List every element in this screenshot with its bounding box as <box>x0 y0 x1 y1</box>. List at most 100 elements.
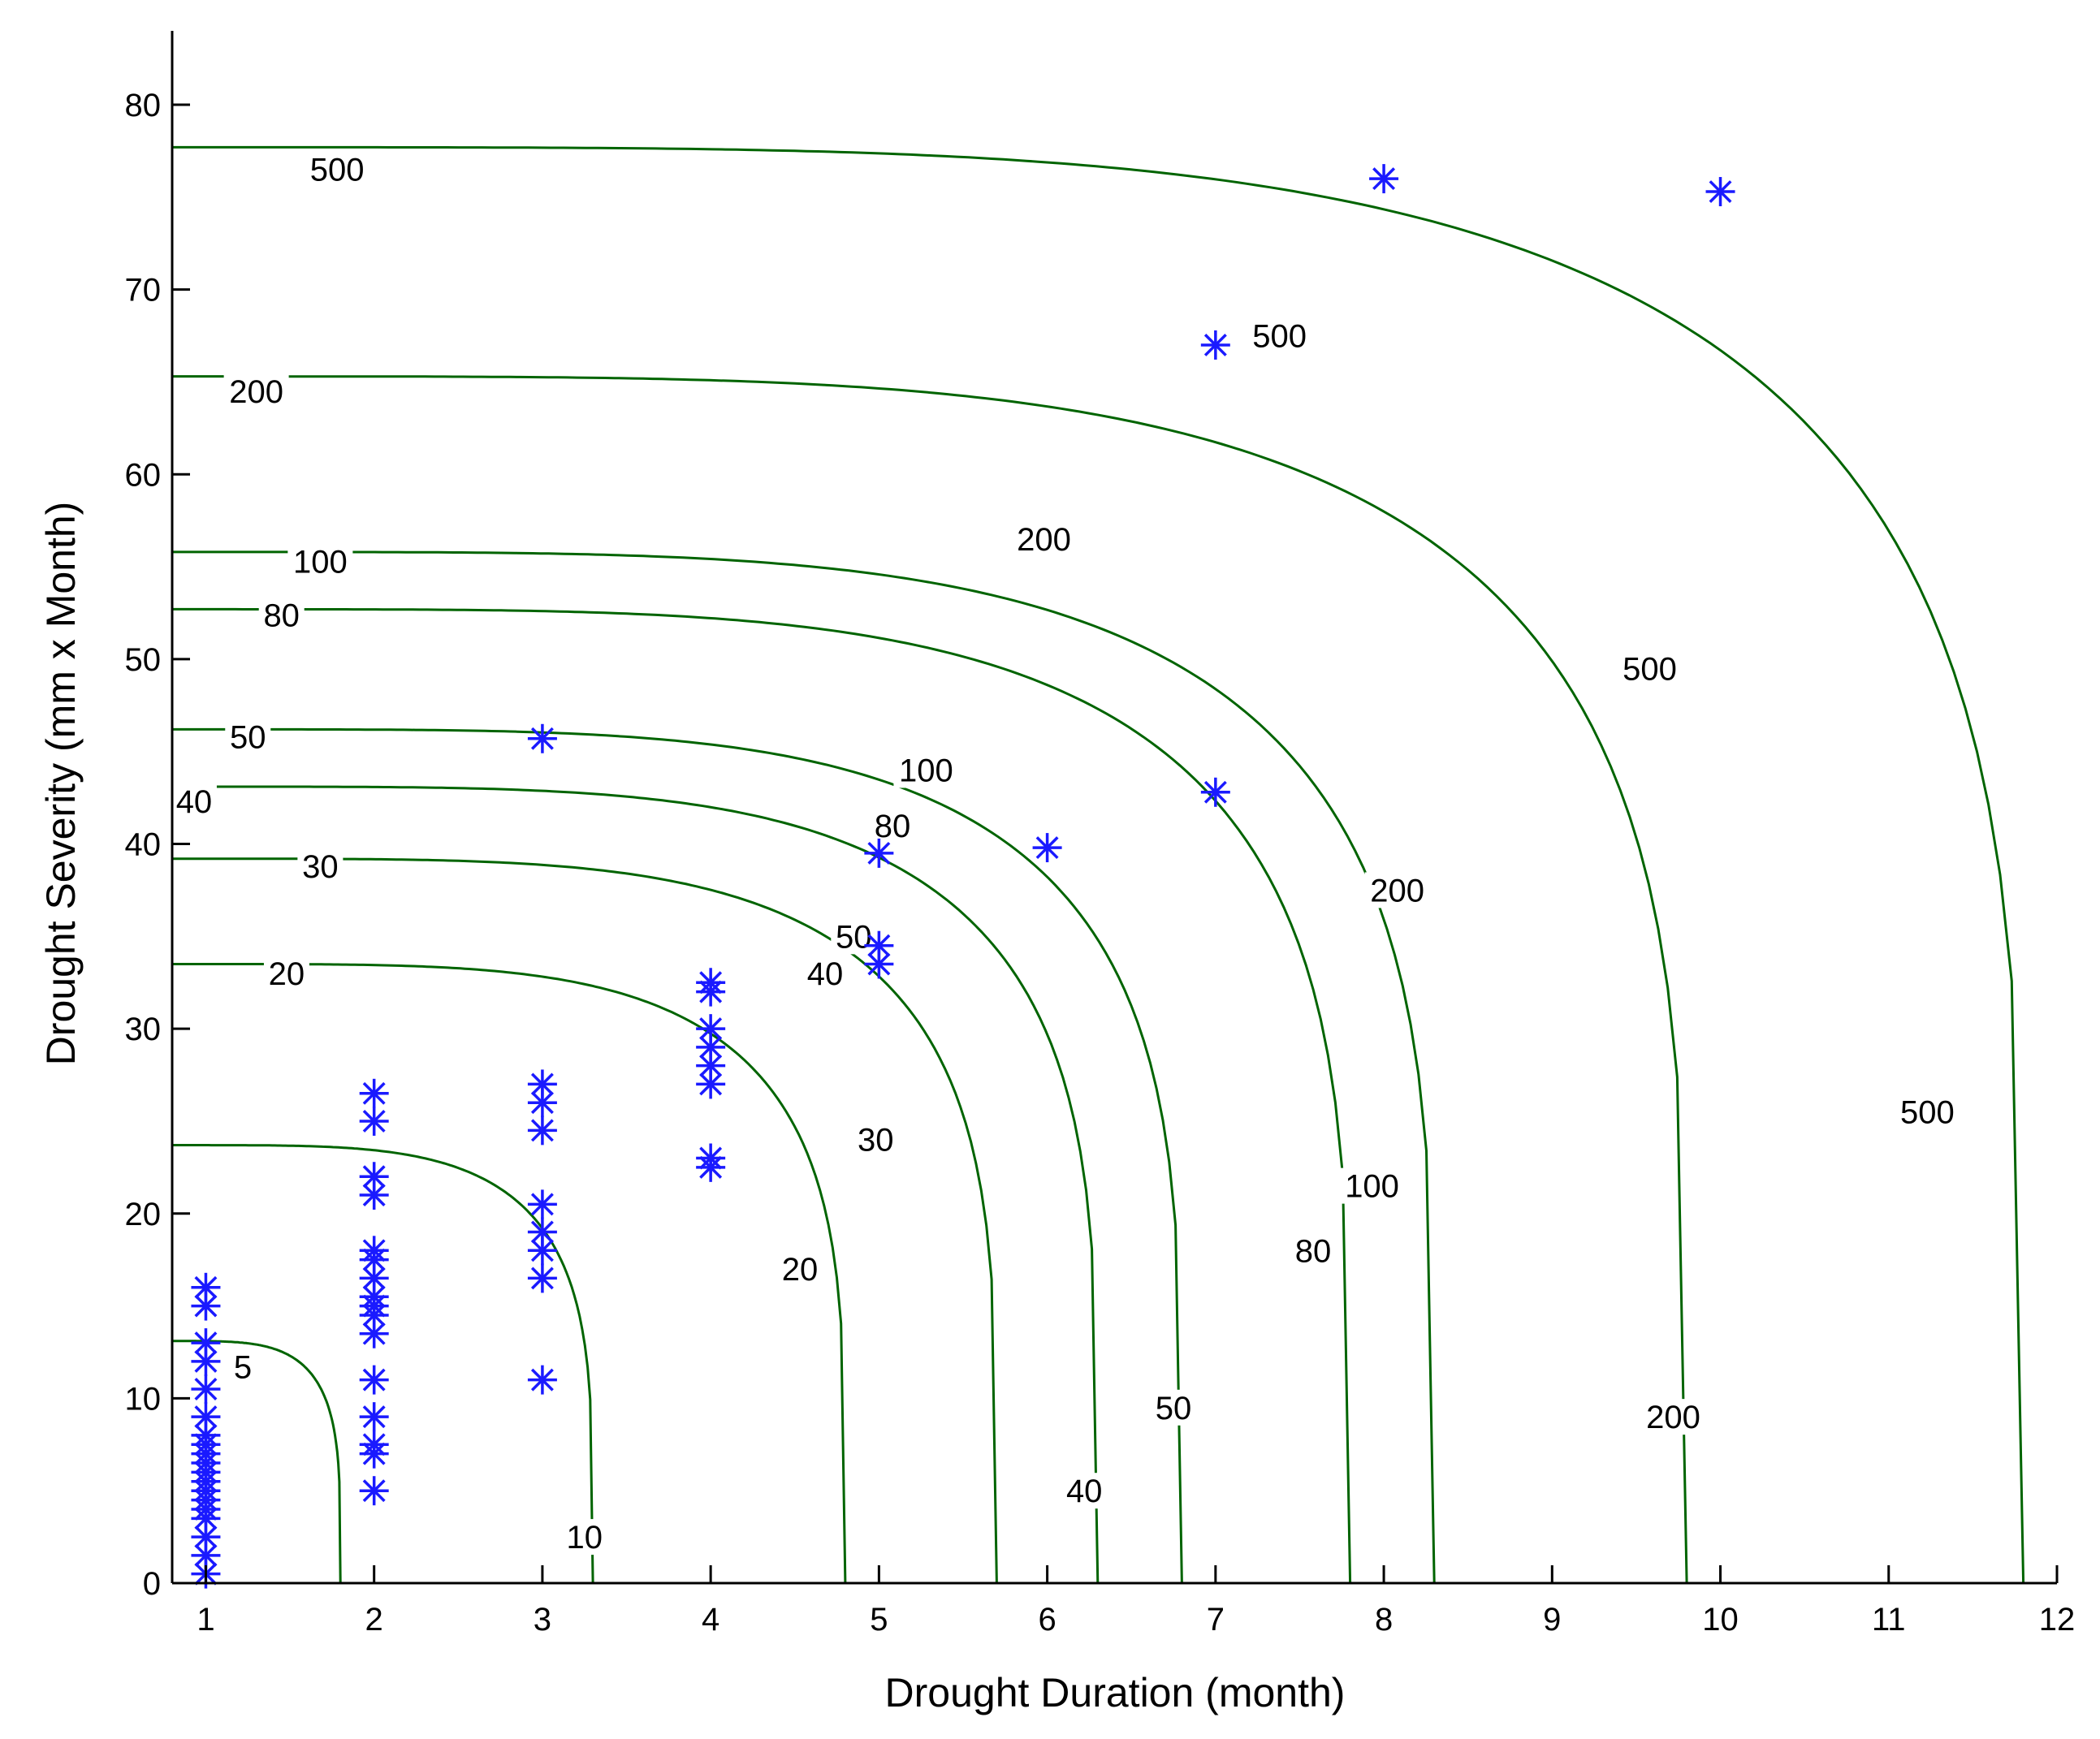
x-tick-label: 8 <box>1375 1602 1393 1638</box>
contour-label-20: 20 <box>782 1252 819 1288</box>
data-point <box>527 1217 557 1247</box>
contour-label-bg <box>258 597 305 633</box>
contour-label-bg <box>225 718 271 755</box>
contour-label-bg <box>1290 1232 1337 1269</box>
contour-label-100: 100 <box>293 544 348 580</box>
data-point <box>359 1476 389 1506</box>
data-point <box>527 1365 557 1395</box>
y-tick-label: 0 <box>143 1566 161 1602</box>
data-point <box>191 1374 221 1404</box>
contour-line-100 <box>172 550 1436 1584</box>
contour-line-50 <box>172 727 1183 1584</box>
contour-label-bg <box>287 543 353 580</box>
contour-label-bg <box>893 752 959 788</box>
contour-label-100: 100 <box>1345 1169 1399 1205</box>
data-point <box>1032 833 1062 863</box>
data-point <box>191 1272 221 1302</box>
y-tick-label: 30 <box>125 1012 162 1047</box>
x-tick-label: 1 <box>197 1602 214 1638</box>
contour-label-bg <box>305 151 370 188</box>
data-point <box>191 1402 221 1432</box>
data-point <box>191 1328 221 1358</box>
data-point <box>864 930 894 960</box>
y-tick-label: 20 <box>125 1197 162 1232</box>
y-tick-label: 70 <box>125 273 162 309</box>
data-point <box>191 1291 221 1321</box>
y-tick-label: 80 <box>125 88 162 123</box>
contour-label-50: 50 <box>230 720 266 756</box>
contour-label-bg <box>1339 1167 1405 1204</box>
data-point <box>359 1430 389 1460</box>
contour-lines <box>172 145 2025 1584</box>
contour-label-bg <box>223 373 289 409</box>
data-point <box>359 1236 389 1266</box>
contour-label-50: 50 <box>1156 1391 1192 1426</box>
contour-label-bg <box>263 955 309 991</box>
data-point <box>359 1162 389 1192</box>
contour-label-bg <box>1364 872 1430 908</box>
contour-label-50: 50 <box>836 919 872 955</box>
contour-label-200: 200 <box>1370 873 1424 908</box>
y-tick-label: 60 <box>125 457 162 493</box>
x-tick-label: 10 <box>1702 1602 1739 1638</box>
contour-label-bg <box>1640 1399 1706 1435</box>
contour-label-80: 80 <box>1295 1233 1332 1269</box>
contour-label-bg <box>561 1519 607 1556</box>
contour-label-40: 40 <box>176 784 213 820</box>
contour-label-100: 100 <box>899 753 953 788</box>
data-point <box>527 1189 557 1219</box>
x-tick-label: 9 <box>1543 1602 1561 1638</box>
contour-label-bg <box>1247 317 1312 354</box>
contour-label-10: 10 <box>566 1520 603 1556</box>
contour-label-40: 40 <box>807 956 844 992</box>
contour-label-30: 30 <box>302 849 339 885</box>
data-point <box>359 1078 389 1108</box>
data-point <box>191 1420 221 1450</box>
data-point <box>359 1106 389 1136</box>
data-point <box>1369 164 1399 194</box>
contour-label-500: 500 <box>1900 1095 1955 1131</box>
data-point <box>359 1365 389 1395</box>
data-point <box>864 838 894 868</box>
contour-label-500: 500 <box>1623 651 1677 687</box>
contour-line-500 <box>172 145 2025 1584</box>
data-points <box>191 164 1735 1589</box>
contour-label-5: 5 <box>234 1350 252 1386</box>
y-tick-label: 40 <box>125 827 162 863</box>
data-point <box>527 1263 557 1293</box>
contour-label-bg <box>776 1251 823 1288</box>
data-point <box>696 1051 726 1081</box>
data-point <box>527 1069 557 1099</box>
contour-line-10 <box>172 1144 594 1584</box>
data-point <box>1200 777 1230 807</box>
contour-label-80: 80 <box>875 809 911 844</box>
data-point <box>696 1143 726 1173</box>
contour-line-200 <box>172 375 1688 1584</box>
contour-label-bg <box>171 783 217 820</box>
contour-label-bg <box>297 848 344 884</box>
contour-label-500: 500 <box>310 153 365 188</box>
contour-label-bg <box>230 1348 257 1385</box>
contour-line-5 <box>172 1340 342 1584</box>
contour-label-bg <box>1061 1473 1108 1509</box>
data-point <box>527 723 557 753</box>
contour-label-bg <box>802 955 849 991</box>
data-point <box>359 1402 389 1432</box>
x-tick-label: 12 <box>2039 1602 2076 1638</box>
data-point <box>696 1014 726 1044</box>
data-point <box>1705 177 1735 207</box>
contour-label-200: 200 <box>1017 522 1071 558</box>
data-point <box>696 1032 726 1062</box>
contour-label-bg <box>1617 650 1683 687</box>
x-tick-label: 7 <box>1207 1602 1225 1638</box>
x-tick-label: 4 <box>702 1602 719 1638</box>
contour-label-bg <box>1011 520 1077 557</box>
y-tick-label: 50 <box>125 642 162 678</box>
contour-label-200: 200 <box>1646 1400 1700 1435</box>
contour-label-30: 30 <box>858 1123 894 1159</box>
y-axis-title: Drought Severity (mm x Month) <box>38 502 84 1066</box>
contour-label-bg <box>853 1121 899 1158</box>
contour-labels: 5102020303040404050505080808010010010020… <box>171 151 1960 1556</box>
